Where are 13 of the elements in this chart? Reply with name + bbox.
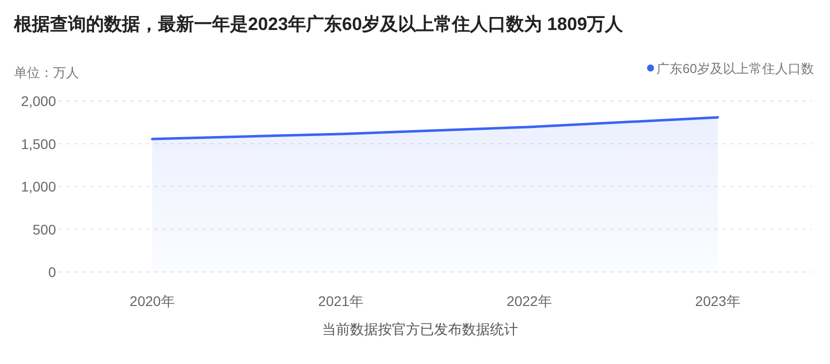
x-tick-label: 2021年 bbox=[318, 293, 364, 309]
legend-label: 广东60岁及以上常住人口数 bbox=[656, 61, 814, 76]
y-tick-label: 0 bbox=[48, 264, 56, 280]
chart-title: 根据查询的数据，最新一年是2023年广东60岁及以上常住人口数为 1809万人 bbox=[13, 14, 624, 34]
text: 当前数据按官方已发布数据统计 bbox=[322, 321, 518, 337]
y-tick-label: 1,000 bbox=[20, 178, 56, 194]
y-axis-title: 单位：万人 bbox=[14, 65, 79, 80]
x-tick-label: 2023年 bbox=[695, 293, 740, 309]
x-tick-label: 2020年 bbox=[130, 293, 175, 309]
y-tick-label: 1,500 bbox=[20, 136, 56, 152]
y-tick-label: 2,000 bbox=[20, 93, 56, 109]
x-tick-label: 2022年 bbox=[506, 293, 552, 309]
y-tick-label: 500 bbox=[32, 221, 56, 238]
